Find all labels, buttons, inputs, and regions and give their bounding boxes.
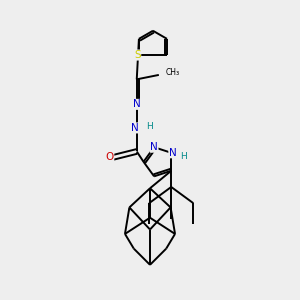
Text: N: N (169, 148, 177, 158)
Text: N: N (131, 123, 139, 133)
Text: N: N (133, 99, 141, 110)
Text: O: O (106, 152, 114, 162)
Text: CH₃: CH₃ (165, 68, 179, 77)
Text: H: H (146, 122, 152, 131)
Text: S: S (134, 50, 141, 60)
Text: H: H (180, 152, 187, 161)
Text: N: N (150, 142, 158, 152)
